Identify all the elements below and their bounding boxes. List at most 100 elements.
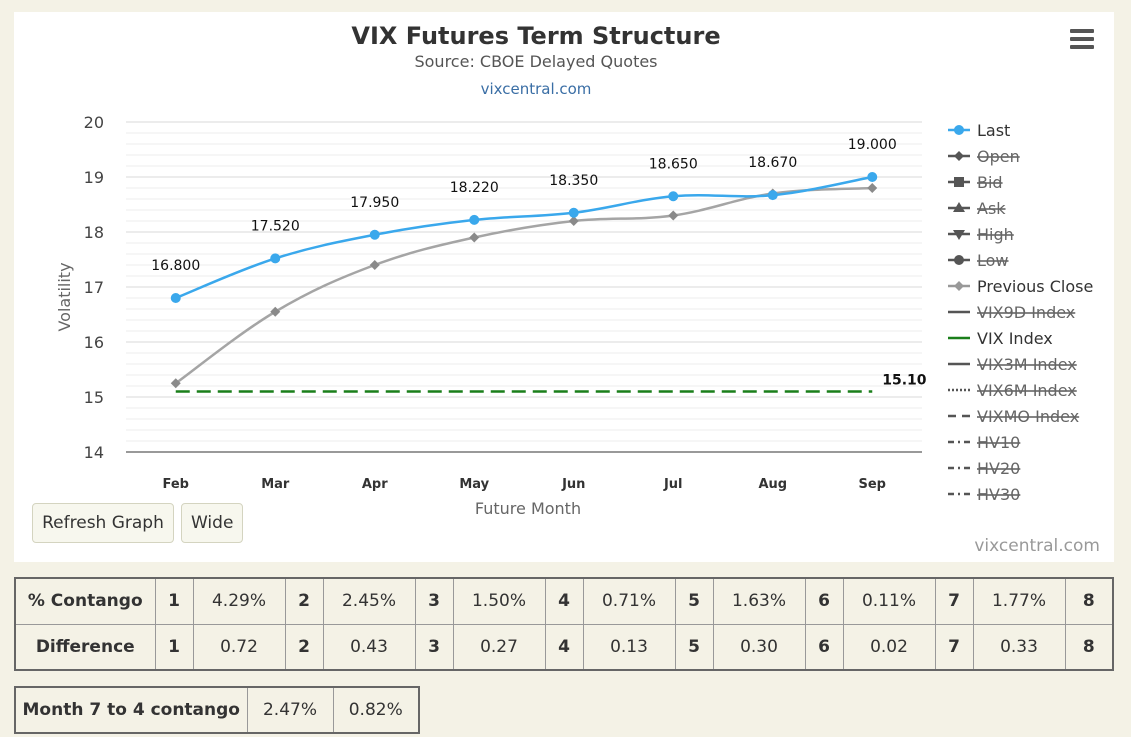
chart-svg: 20 19 18 17 16 15 14 Feb Mar Apr May Jun Jul Aug Sep Fu… xyxy=(55,113,1093,518)
month-contango-table: Month 7 to 4 contango 2.47% 0.82% xyxy=(14,686,420,734)
row-label: Difference xyxy=(14,623,156,671)
legend-marker xyxy=(953,230,965,240)
value-cell: 0.33 xyxy=(972,623,1066,671)
previous-close-marker xyxy=(270,306,281,317)
legend-item-open[interactable]: Open xyxy=(977,147,1020,166)
value-cell: 1.50% xyxy=(452,577,546,625)
refresh-graph-button[interactable]: Refresh Graph xyxy=(32,503,174,543)
x-tick-label: Jun xyxy=(561,477,585,492)
last-price-marker xyxy=(469,214,480,225)
last-price-marker xyxy=(369,229,380,240)
month-number-cell: 1 xyxy=(154,577,194,625)
y-axis-title: Volatility xyxy=(55,262,74,331)
legend-marker xyxy=(954,255,964,265)
month-number-cell: 8 xyxy=(1064,577,1114,625)
month-number-cell: 1 xyxy=(154,623,194,671)
x-axis-title: Future Month xyxy=(475,499,581,518)
month-number-cell: 7 xyxy=(934,577,974,625)
previous-close-marker xyxy=(369,260,380,270)
x-tick-label: Mar xyxy=(261,477,290,492)
legend-item-high[interactable]: High xyxy=(977,225,1014,244)
value-cell: 0.02 xyxy=(842,623,936,671)
y-tick-label: 14 xyxy=(84,443,104,462)
x-tick-label: May xyxy=(459,477,489,492)
data-label: 18.220 xyxy=(450,180,499,196)
legend-item-vix-index[interactable]: VIX Index xyxy=(977,329,1053,348)
last-price-marker xyxy=(170,293,181,303)
data-label: 18.350 xyxy=(549,173,598,189)
y-tick-label: 15 xyxy=(84,388,104,407)
legend-item-vix3m-index[interactable]: VIX3M Index xyxy=(977,355,1077,374)
value-cell: 0.30 xyxy=(712,623,806,671)
month-number-cell: 5 xyxy=(674,623,714,671)
month-contango-difference: 0.82% xyxy=(332,686,420,734)
chart-subtitle: Source: CBOE Delayed Quotes xyxy=(414,52,658,71)
legend-item-hv10[interactable]: HV10 xyxy=(977,433,1020,452)
legend-item-low[interactable]: Low xyxy=(977,251,1009,270)
hamburger-menu-icon[interactable] xyxy=(1070,29,1094,49)
chart-source-link[interactable]: vixcentral.com xyxy=(480,80,592,98)
data-label: 18.670 xyxy=(748,155,797,171)
y-tick-label: 16 xyxy=(84,333,104,352)
value-cell: 4.29% xyxy=(192,577,286,625)
month-number-cell: 4 xyxy=(544,577,584,625)
month-contango-label: Month 7 to 4 contango xyxy=(14,686,248,734)
legend-item-vix9d-index[interactable]: VIX9D Index xyxy=(977,303,1075,322)
month-contango-row: Month 7 to 4 contango 2.47% 0.82% xyxy=(14,686,420,734)
month-number-cell: 6 xyxy=(804,577,844,625)
previous-close-marker xyxy=(867,183,878,193)
legend-marker xyxy=(954,151,964,161)
value-cell: 0.71% xyxy=(582,577,676,625)
y-tick-label: 18 xyxy=(84,223,104,242)
previous-close-marker xyxy=(170,378,181,389)
value-cell: 0.11% xyxy=(842,577,936,625)
contango-percent-row: % Contango 1 4.29% 2 2.45% 3 1.50% 4 0.71% 5 1.63%… xyxy=(14,577,1114,625)
y-tick-label: 20 xyxy=(84,113,104,132)
value-cell: 2.45% xyxy=(322,577,416,625)
data-label: 17.520 xyxy=(251,218,300,234)
legend-item-vixmo-index[interactable]: VIXMO Index xyxy=(977,407,1079,426)
wide-button[interactable]: Wide xyxy=(181,503,243,543)
month-contango-percent: 2.47% xyxy=(246,686,334,734)
chart-title: VIX Futures Term Structure xyxy=(351,22,721,50)
legend-item-last[interactable]: Last xyxy=(977,121,1010,140)
data-label: 17.950 xyxy=(350,195,399,211)
last-price-marker xyxy=(568,207,579,218)
last-price-marker xyxy=(668,191,679,202)
value-cell: 0.43 xyxy=(322,623,416,671)
legend-item-hv20[interactable]: HV20 xyxy=(977,459,1020,478)
legend-item-hv30[interactable]: HV30 xyxy=(977,485,1020,504)
legend-marker xyxy=(953,202,965,212)
difference-row: Difference 1 0.72 2 0.43 3 0.27 4 0.13 5 0.30 6 0.02… xyxy=(14,623,1114,671)
month-number-cell: 6 xyxy=(804,623,844,671)
chart-panel: 20 19 18 17 16 15 14 Feb Mar Apr May Jun Jul Aug Sep Fu… xyxy=(14,12,1114,562)
month-number-cell: 7 xyxy=(934,623,974,671)
legend-item-previous-close[interactable]: Previous Close xyxy=(977,277,1093,296)
legend-marker xyxy=(954,125,964,135)
legend-item-bid[interactable]: Bid xyxy=(977,173,1003,192)
month-number-cell: 8 xyxy=(1064,623,1114,671)
previous-close-marker xyxy=(668,210,679,221)
y-tick-label: 17 xyxy=(84,278,104,297)
legend-item-ask[interactable]: Ask xyxy=(977,199,1006,218)
previous-close-marker xyxy=(469,232,480,243)
legend-item-vix6m-index[interactable]: VIX6M Index xyxy=(977,381,1077,400)
x-tick-label: Jul xyxy=(663,477,683,492)
contango-table: % Contango 1 4.29% 2 2.45% 3 1.50% 4 0.71% 5 1.63%… xyxy=(14,577,1114,671)
legend-marker xyxy=(954,177,964,187)
value-cell: 0.13 xyxy=(582,623,676,671)
chart-credits[interactable]: vixcentral.com xyxy=(974,536,1100,556)
last-price-line xyxy=(175,175,873,300)
x-tick-label: Feb xyxy=(163,477,189,492)
month-number-cell: 3 xyxy=(414,623,454,671)
x-tick-label: Aug xyxy=(758,477,787,492)
value-cell: 0.72 xyxy=(192,623,286,671)
month-number-cell: 3 xyxy=(414,577,454,625)
month-number-cell: 2 xyxy=(284,623,324,671)
value-cell: 1.63% xyxy=(712,577,806,625)
last-price-marker xyxy=(767,190,778,201)
month-number-cell: 2 xyxy=(284,577,324,625)
y-tick-label: 19 xyxy=(84,168,104,187)
data-label: 16.800 xyxy=(151,258,200,274)
row-label: % Contango xyxy=(14,577,156,625)
